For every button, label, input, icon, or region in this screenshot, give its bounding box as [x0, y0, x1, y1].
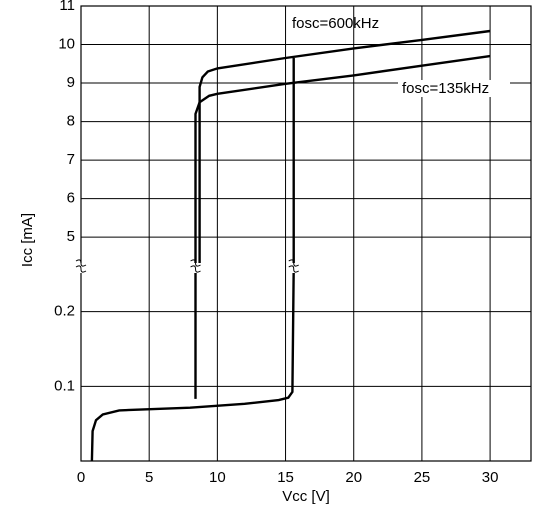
y-tick-label: 8 [67, 113, 75, 130]
series-line [90, 58, 295, 462]
y-tick-label: 6 [67, 190, 75, 207]
x-tick-label: 20 [345, 469, 362, 486]
axis-break [288, 259, 299, 267]
axis-break [190, 265, 201, 273]
y-tick-label: 0.2 [54, 303, 75, 320]
series-label: fosc=135kHz [402, 80, 489, 97]
y-tick-label: 5 [67, 228, 75, 245]
x-tick-label: 15 [277, 469, 294, 486]
x-tick-label: 25 [414, 469, 431, 486]
y-tick-label: 7 [67, 151, 75, 168]
plot-frame [80, 5, 532, 462]
series-line [194, 54, 491, 268]
axis-break [288, 265, 299, 273]
y-tick-label: 11 [59, 0, 75, 14]
x-tick-label: 10 [209, 469, 226, 486]
series-line [198, 29, 491, 268]
x-axis-label: Vcc [V] [282, 488, 330, 505]
axis-break [75, 259, 87, 267]
series-label-bg [398, 80, 510, 97]
x-tick-label: 30 [482, 469, 499, 486]
y-tick-label: 10 [58, 35, 75, 52]
x-tick-label: 0 [77, 469, 85, 486]
y-tick-label: 0.1 [54, 377, 75, 394]
y-axis-label: Icc [mA] [19, 213, 36, 267]
axis-break [75, 265, 87, 273]
x-tick-label: 5 [145, 469, 153, 486]
series-label: fosc=600kHz [292, 15, 379, 32]
y-tick-label: 9 [67, 74, 75, 91]
axis-break [190, 259, 201, 267]
